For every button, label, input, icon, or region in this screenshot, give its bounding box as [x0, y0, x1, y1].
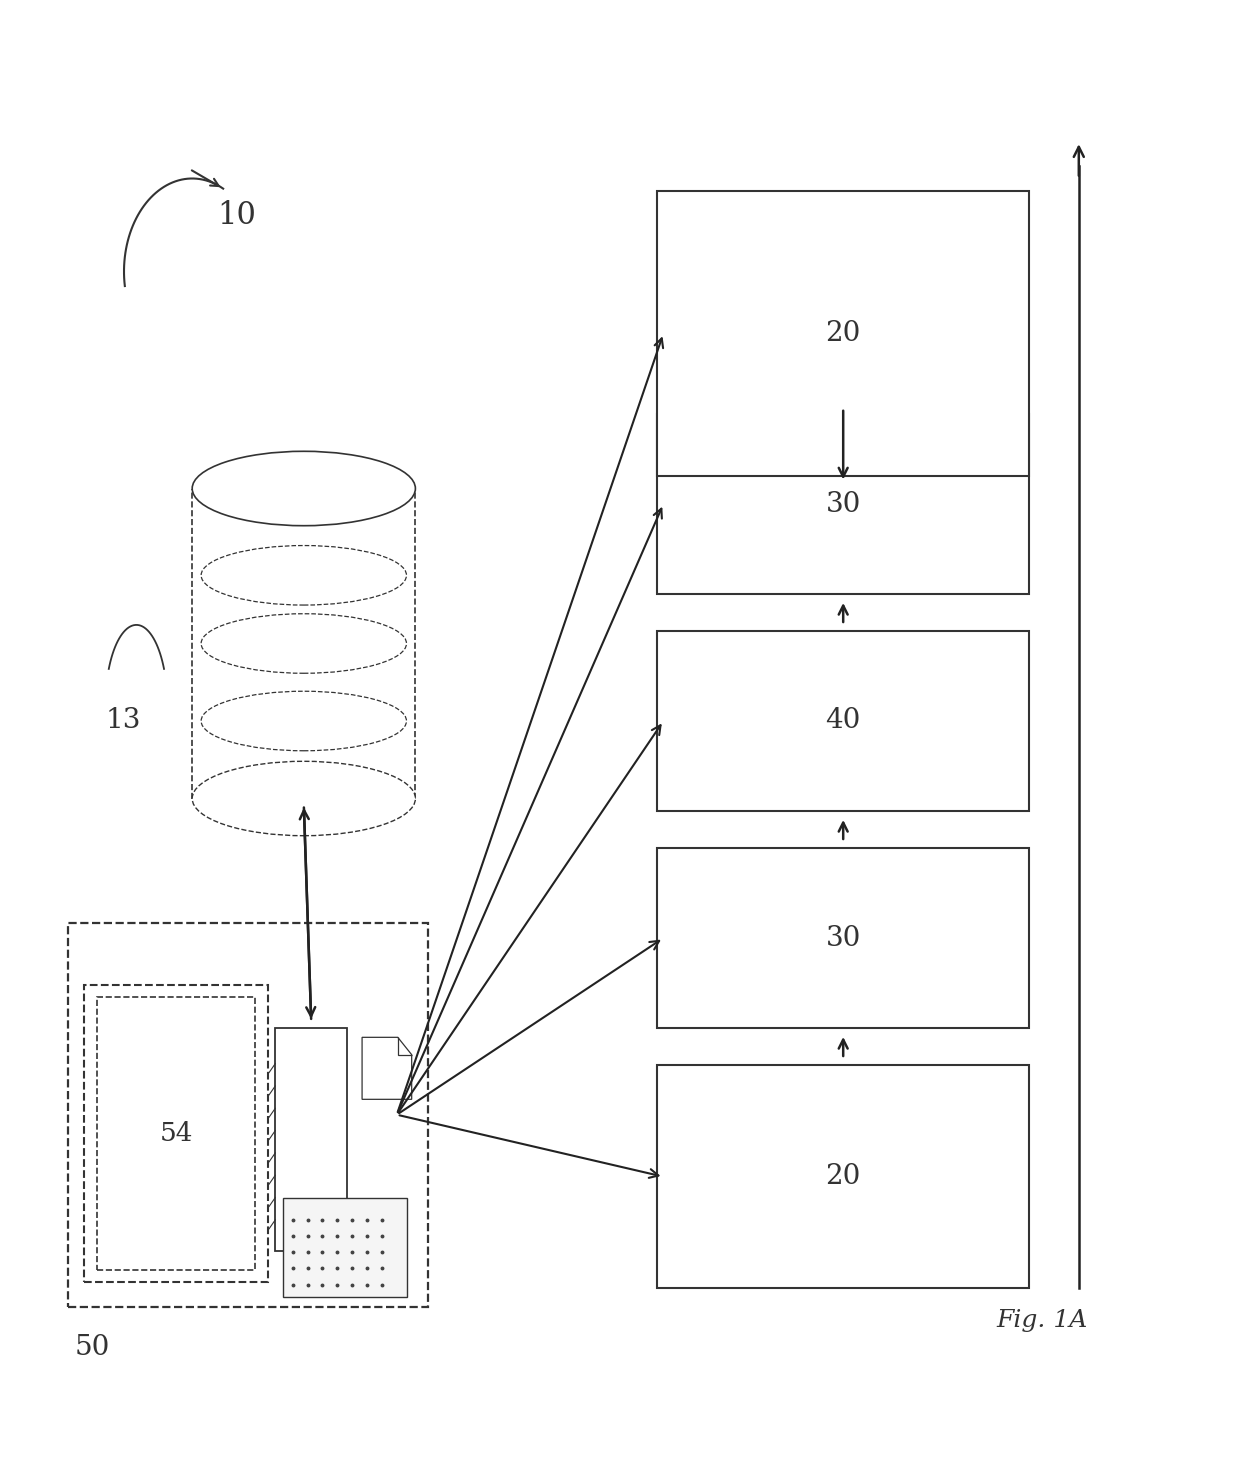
Bar: [275, 1028, 347, 1251]
FancyBboxPatch shape: [84, 984, 268, 1282]
FancyBboxPatch shape: [68, 922, 428, 1307]
Bar: [657, 191, 1029, 476]
Text: 40: 40: [826, 707, 861, 735]
Ellipse shape: [192, 451, 415, 526]
Bar: [657, 414, 1029, 594]
Text: Fig. 1A: Fig. 1A: [996, 1308, 1087, 1332]
Bar: [657, 848, 1029, 1028]
Bar: [283, 1198, 407, 1298]
Ellipse shape: [192, 762, 415, 835]
Text: 20: 20: [826, 1164, 861, 1190]
Text: 50: 50: [74, 1335, 110, 1361]
Polygon shape: [362, 1037, 412, 1099]
Text: 13: 13: [105, 707, 141, 735]
Bar: [657, 630, 1029, 812]
FancyBboxPatch shape: [97, 997, 255, 1270]
Text: 10: 10: [217, 200, 255, 231]
Text: 54: 54: [159, 1121, 193, 1146]
Text: 20: 20: [826, 320, 861, 348]
Text: 30: 30: [826, 925, 861, 952]
Bar: [657, 1065, 1029, 1289]
Text: 30: 30: [826, 491, 861, 517]
